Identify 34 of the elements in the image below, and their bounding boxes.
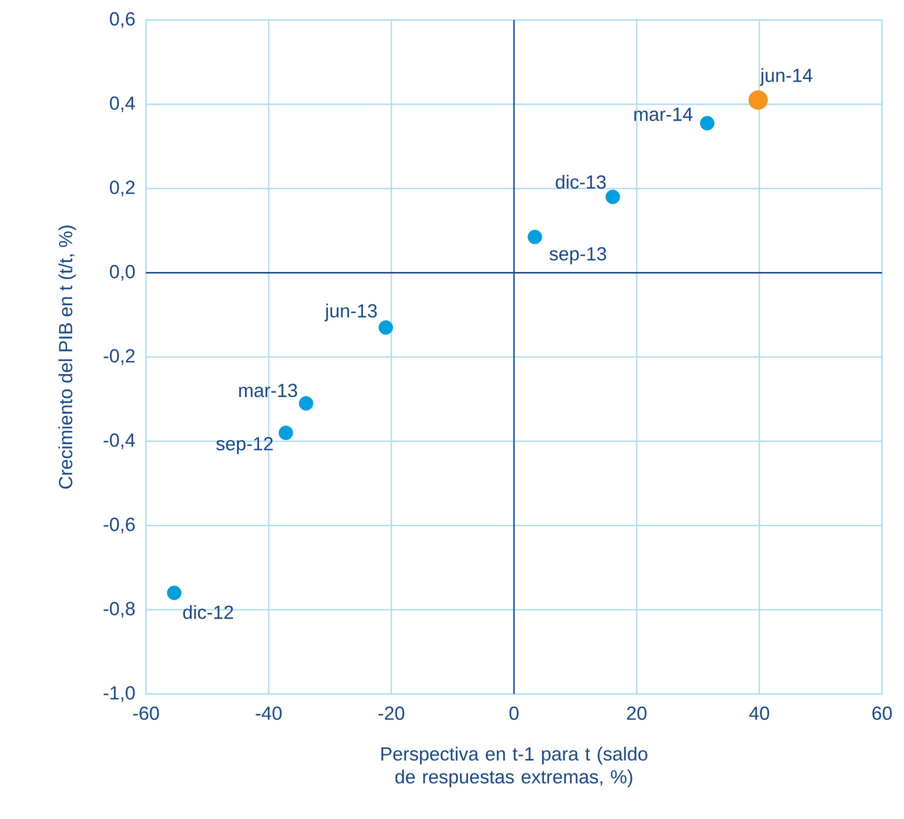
x-tick-label: 40 [749, 706, 770, 720]
x-tick-label: -20 [378, 706, 404, 720]
point [167, 586, 182, 600]
annotation: jun-14 [760, 68, 812, 86]
y-tick-label: -1,0 [104, 686, 135, 702]
y-tick-label: 0,6 [110, 12, 135, 28]
point [528, 230, 542, 244]
y-tick-label: 0,2 [110, 180, 135, 196]
point [606, 190, 620, 204]
point [378, 320, 394, 335]
point [298, 396, 314, 411]
y-tick-label: -0,2 [104, 349, 135, 365]
x-tick-label: -40 [256, 706, 282, 720]
annotation: sep-13 [550, 247, 606, 264]
annotation: jun-13 [324, 304, 377, 322]
annotation: mar-14 [634, 108, 692, 122]
y-tick-label: -0,8 [104, 602, 135, 618]
annotation: dic-13 [556, 174, 606, 189]
y-axis-title: Crecimiento del PIB en t (t/t, %) [58, 226, 76, 489]
x-tick-label: -60 [133, 706, 159, 720]
x-axis-title: Perspectiva en t-1 para t (saldo de respuestas extremas, %) [381, 746, 648, 788]
point [748, 90, 768, 110]
x-tick-label: 0 [509, 706, 519, 720]
point [278, 426, 294, 440]
y-tick-label: 0,4 [110, 96, 135, 112]
annotation: dic-12 [183, 605, 234, 619]
point [700, 116, 714, 130]
x-tick-label: 20 [627, 706, 646, 720]
y-tick-label: -0,6 [104, 518, 135, 534]
annotation: sep-12 [216, 437, 273, 454]
annotation: mar-13 [239, 384, 298, 398]
y-tick-label: -0,4 [104, 433, 135, 450]
x-tick-label: 60 [872, 706, 892, 720]
y-tick-label: 0,0 [110, 264, 135, 281]
